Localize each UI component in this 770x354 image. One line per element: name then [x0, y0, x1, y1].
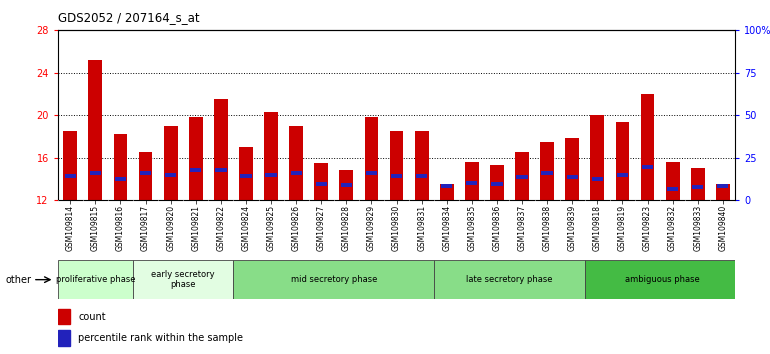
Bar: [366, 171, 377, 176]
Text: GSM109825: GSM109825: [266, 205, 276, 251]
Text: GSM109818: GSM109818: [593, 205, 602, 251]
Text: GSM109829: GSM109829: [367, 205, 376, 251]
Bar: [340, 170, 353, 200]
Text: count: count: [78, 312, 105, 321]
Text: GSM109814: GSM109814: [65, 205, 75, 251]
Bar: [266, 172, 276, 177]
Bar: [90, 171, 101, 176]
FancyBboxPatch shape: [434, 260, 584, 299]
Text: GSM109821: GSM109821: [191, 205, 200, 251]
Bar: [214, 99, 228, 200]
Text: GSM109823: GSM109823: [643, 205, 652, 251]
Text: GSM109838: GSM109838: [543, 205, 551, 251]
Bar: [140, 171, 151, 176]
Text: mid secretory phase: mid secretory phase: [290, 275, 377, 284]
Bar: [415, 131, 429, 200]
Bar: [666, 162, 679, 200]
Bar: [440, 184, 454, 200]
Bar: [615, 122, 629, 200]
Text: GSM109837: GSM109837: [517, 205, 527, 251]
Text: GSM109831: GSM109831: [417, 205, 426, 251]
Bar: [617, 172, 628, 177]
FancyBboxPatch shape: [133, 260, 233, 299]
Bar: [240, 173, 252, 178]
Bar: [515, 152, 529, 200]
Bar: [65, 173, 76, 178]
Text: early secretory
phase: early secretory phase: [152, 270, 215, 289]
Text: percentile rank within the sample: percentile rank within the sample: [78, 333, 243, 343]
Bar: [264, 112, 278, 200]
Text: GSM109824: GSM109824: [242, 205, 250, 251]
Bar: [89, 60, 102, 200]
Text: GSM109840: GSM109840: [718, 205, 728, 251]
Text: GDS2052 / 207164_s_at: GDS2052 / 207164_s_at: [58, 11, 199, 24]
Bar: [567, 175, 578, 179]
Bar: [541, 142, 554, 200]
Bar: [139, 152, 152, 200]
Bar: [340, 183, 352, 187]
Bar: [565, 138, 579, 200]
Bar: [165, 172, 176, 177]
Bar: [416, 173, 427, 178]
Bar: [490, 165, 504, 200]
Bar: [114, 134, 127, 200]
FancyBboxPatch shape: [584, 260, 741, 299]
Bar: [364, 117, 378, 200]
Text: GSM109819: GSM109819: [618, 205, 627, 251]
Bar: [717, 184, 728, 188]
Bar: [716, 184, 730, 200]
Bar: [216, 168, 226, 172]
Text: GSM109827: GSM109827: [316, 205, 326, 251]
Text: GSM109835: GSM109835: [467, 205, 477, 251]
Bar: [692, 185, 703, 189]
Text: GSM109834: GSM109834: [442, 205, 451, 251]
Text: GSM109832: GSM109832: [668, 205, 677, 251]
Bar: [591, 177, 603, 181]
Bar: [591, 115, 604, 200]
Text: GSM109815: GSM109815: [91, 205, 100, 251]
Text: other: other: [5, 275, 32, 285]
Bar: [465, 162, 479, 200]
Text: GSM109833: GSM109833: [693, 205, 702, 251]
Text: GSM109836: GSM109836: [493, 205, 501, 251]
Bar: [164, 126, 178, 200]
Text: late secretory phase: late secretory phase: [466, 275, 553, 284]
Text: ambiguous phase: ambiguous phase: [625, 275, 700, 284]
Bar: [642, 165, 653, 169]
Text: GSM109816: GSM109816: [116, 205, 125, 251]
Bar: [316, 182, 327, 186]
Text: GSM109830: GSM109830: [392, 205, 401, 251]
Bar: [290, 126, 303, 200]
Text: GSM109828: GSM109828: [342, 205, 351, 251]
Bar: [391, 173, 402, 178]
Bar: [115, 177, 126, 181]
Bar: [517, 175, 527, 179]
Bar: [541, 171, 553, 176]
Text: GSM109817: GSM109817: [141, 205, 150, 251]
Bar: [641, 94, 654, 200]
Bar: [190, 168, 202, 172]
Bar: [390, 131, 403, 200]
Bar: [239, 147, 253, 200]
Bar: [491, 182, 503, 186]
Bar: [63, 131, 77, 200]
FancyBboxPatch shape: [233, 260, 434, 299]
Bar: [290, 171, 302, 176]
Text: GSM109826: GSM109826: [292, 205, 300, 251]
Text: GSM109820: GSM109820: [166, 205, 176, 251]
Text: GSM109839: GSM109839: [567, 205, 577, 251]
Bar: [314, 163, 328, 200]
Bar: [691, 168, 705, 200]
Bar: [189, 117, 203, 200]
Text: GSM109822: GSM109822: [216, 205, 226, 251]
Bar: [466, 181, 477, 185]
FancyBboxPatch shape: [58, 260, 133, 299]
Bar: [667, 187, 678, 192]
Text: proliferative phase: proliferative phase: [55, 275, 136, 284]
Bar: [441, 184, 453, 188]
Bar: [58, 330, 70, 346]
Bar: [58, 309, 70, 324]
